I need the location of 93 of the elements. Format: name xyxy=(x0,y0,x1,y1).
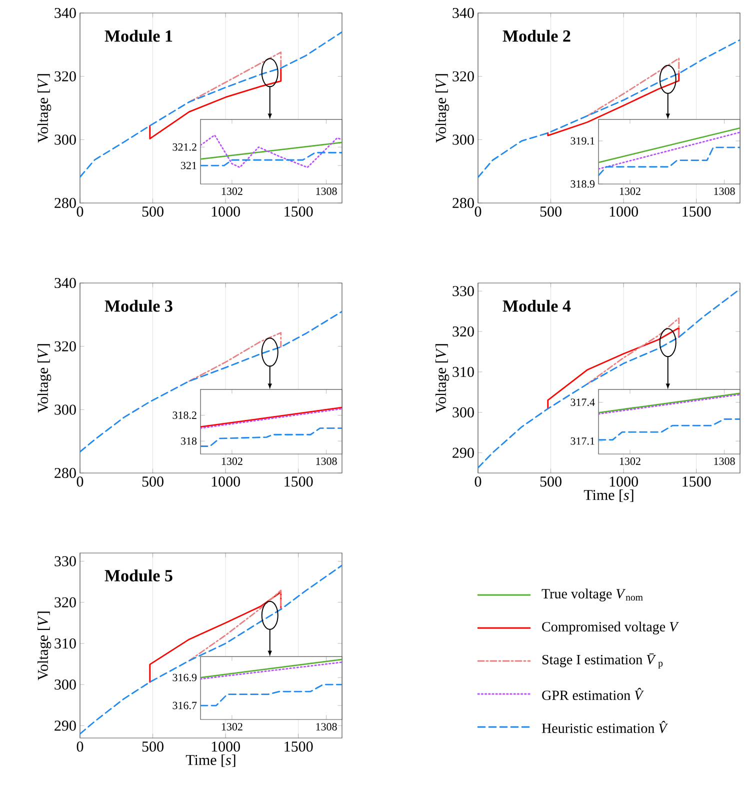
x-tick-label: 0 xyxy=(76,206,84,217)
x-axis-title: Time [s] xyxy=(186,754,236,767)
y-tick-label: 320 xyxy=(452,71,474,82)
x-tick-label: 500 xyxy=(540,476,562,487)
y-tick-label: 310 xyxy=(452,366,474,377)
x-tick-label: 1308 xyxy=(316,723,337,730)
x-tick-label: 1500 xyxy=(284,742,313,752)
text: Module 5 xyxy=(104,569,172,582)
y-tick-label: 300 xyxy=(54,679,76,690)
y-tick-label: 340 xyxy=(452,8,474,18)
y-tick-label: 310 xyxy=(54,638,76,648)
x-tick-label: 1308 xyxy=(714,458,735,465)
line-series xyxy=(547,72,680,136)
y-tick-label: 320 xyxy=(54,71,76,82)
y-axis-title: Voltage [V] xyxy=(37,74,52,143)
y-tick-label: 316.9 xyxy=(172,674,197,682)
y-axis-title: Voltage [V] xyxy=(435,74,450,143)
x-tick-label: 1000 xyxy=(212,206,240,217)
y-tick-label: 290 xyxy=(54,720,76,731)
x-tick-label: 1308 xyxy=(316,458,337,465)
line-series xyxy=(200,134,342,168)
y-tick-label: 320 xyxy=(54,341,76,352)
y-axis-title: Voltage [V] xyxy=(37,344,52,413)
y-tick-label: 290 xyxy=(452,448,474,458)
x-tick-label: 0 xyxy=(76,476,84,487)
line-series xyxy=(188,332,282,382)
text: Module 1 xyxy=(104,30,172,42)
x-tick-label: 1000 xyxy=(610,206,638,217)
legend-label: GPR estimation V̂ xyxy=(542,688,644,700)
x-tick-label: 500 xyxy=(142,742,164,752)
x-tick-label: 0 xyxy=(474,476,482,487)
x-tick-label: 1500 xyxy=(682,476,711,487)
y-tick-label: 330 xyxy=(452,286,474,296)
y-tick-label: 300 xyxy=(452,134,474,145)
x-tick-label: 1000 xyxy=(610,476,638,487)
y-tick-label: 317.1 xyxy=(570,437,594,445)
line-series xyxy=(200,427,342,447)
legend-label: Stage I estimation V̄$_{p}$ xyxy=(542,654,663,668)
x-tick-label: 1302 xyxy=(620,188,640,195)
y-tick-label: 300 xyxy=(54,134,76,145)
x-tick-label: 1500 xyxy=(682,206,711,217)
y-tick-label: 316.7 xyxy=(172,702,197,710)
y-axis-title: Voltage [V] xyxy=(435,344,450,413)
x-tick-label: 1302 xyxy=(222,723,242,730)
y-tick-label: 280 xyxy=(452,198,474,208)
legend-label: Compromised voltage V xyxy=(542,622,679,634)
x-tick-label: 1302 xyxy=(620,458,640,465)
y-tick-label: 300 xyxy=(54,404,76,415)
x-tick-label: 500 xyxy=(142,476,164,487)
x-tick-label: 1302 xyxy=(222,188,242,195)
legend-label: True voltage V$_{nom}$ xyxy=(542,588,643,602)
y-tick-label: 318.2 xyxy=(172,412,196,419)
y-tick-label: 319.1 xyxy=(570,137,594,145)
y-tick-label: 320 xyxy=(54,597,76,608)
y-tick-label: 300 xyxy=(452,407,474,418)
x-tick-label: 1500 xyxy=(284,476,313,487)
line-series xyxy=(586,317,680,385)
x-tick-label: 1308 xyxy=(316,188,337,195)
line-series xyxy=(598,418,740,440)
legend-label: Heuristic estimation V̂ xyxy=(542,720,668,734)
y-tick-label: 317.4 xyxy=(570,398,595,406)
y-tick-label: 280 xyxy=(54,468,76,478)
x-axis-title: Time [s] xyxy=(584,490,634,502)
y-tick-label: 321 xyxy=(181,162,196,170)
line-series xyxy=(547,327,680,410)
line-series xyxy=(149,67,282,140)
line-series xyxy=(598,146,740,176)
line-series xyxy=(188,590,282,662)
y-tick-label: 340 xyxy=(54,278,76,288)
y-tick-label: 320 xyxy=(452,326,474,337)
y-tick-label: 330 xyxy=(54,556,76,566)
x-tick-label: 1000 xyxy=(212,476,240,487)
text: Module 4 xyxy=(502,300,571,312)
text: Module 3 xyxy=(104,300,172,312)
line-series xyxy=(188,52,282,103)
y-tick-label: 321.2 xyxy=(172,143,196,151)
x-tick-label: 0 xyxy=(76,742,84,752)
x-tick-label: 500 xyxy=(142,206,164,217)
x-tick-label: 1500 xyxy=(284,206,313,217)
x-tick-label: 1000 xyxy=(212,742,240,752)
y-tick-label: 280 xyxy=(54,198,76,208)
y-tick-label: 318.9 xyxy=(570,180,595,188)
line-series xyxy=(586,58,680,117)
x-tick-label: 1302 xyxy=(222,458,242,465)
text: Module 2 xyxy=(502,30,570,42)
y-tick-label: 318 xyxy=(181,437,197,445)
x-tick-label: 1308 xyxy=(714,188,735,195)
y-axis-title: Voltage [V] xyxy=(37,612,52,680)
x-tick-label: 0 xyxy=(474,206,482,217)
y-tick-label: 340 xyxy=(54,8,76,18)
line-series xyxy=(200,684,342,706)
line-series xyxy=(149,591,282,683)
x-tick-label: 500 xyxy=(540,206,562,217)
